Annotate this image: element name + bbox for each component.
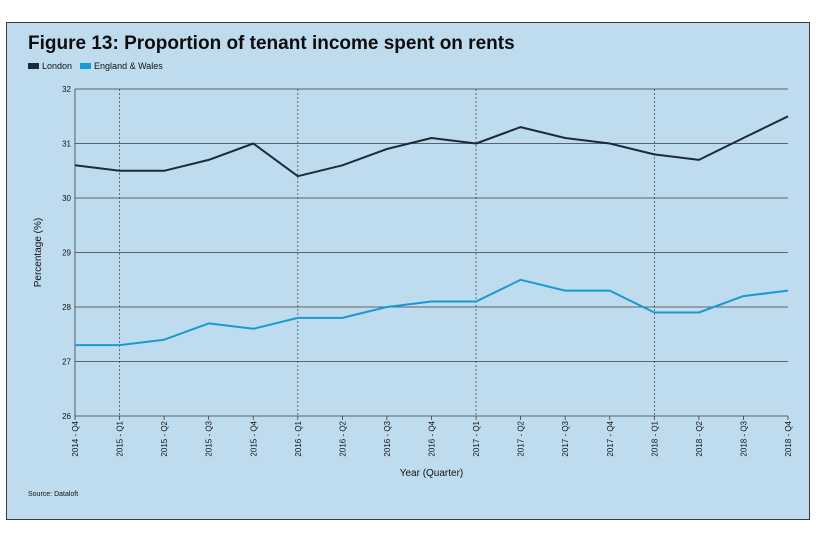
- x-tick-label: 2018 - Q2: [695, 420, 704, 456]
- source-note: Source: Dataloft: [28, 491, 79, 498]
- y-tick-label: 26: [62, 412, 71, 421]
- x-tick-label: 2017 - Q4: [606, 420, 615, 456]
- legend-label-london: London: [42, 61, 73, 71]
- legend-item-england-wales: England & Wales: [80, 61, 163, 71]
- series-line-england-wales: [75, 278, 789, 347]
- x-tick-label: 2015 - Q3: [205, 420, 214, 456]
- y-tick-label: 28: [62, 303, 71, 312]
- x-tick-label: 2015 - Q4: [249, 420, 258, 456]
- y-tick-label: 32: [62, 85, 71, 94]
- x-tick-label: 2015 - Q1: [116, 420, 125, 456]
- y-axis-title: Percentage (%): [33, 218, 44, 287]
- x-tick-label: 2018 - Q1: [650, 420, 659, 456]
- x-tick-label: 2018 - Q4: [784, 420, 793, 456]
- x-tick-label: 2016 - Q3: [383, 420, 392, 456]
- x-tick-label: 2017 - Q3: [561, 420, 570, 456]
- chart-title: Figure 13: Proportion of tenant income s…: [28, 33, 515, 54]
- x-tick-label: 2016 - Q1: [294, 420, 303, 456]
- series-line-london: [74, 115, 789, 178]
- legend-swatch-england-wales: [80, 63, 92, 69]
- x-tick-label: 2017 - Q2: [517, 420, 526, 456]
- x-tick-label: 2015 - Q2: [160, 420, 169, 456]
- legend-swatch-london: [28, 63, 39, 69]
- legend-item-london: London: [28, 61, 72, 71]
- x-tick-label: 2014 - Q4: [71, 420, 80, 456]
- y-tick-label: 30: [62, 194, 71, 203]
- y-tick-label: 31: [62, 140, 71, 149]
- x-tick-label: 2017 - Q1: [472, 420, 481, 456]
- chart-legend: London England & Wales: [28, 61, 171, 71]
- x-tick-label: 2016 - Q2: [338, 420, 347, 456]
- y-tick-label: 29: [62, 249, 71, 258]
- x-axis-title: Year (Quarter): [400, 468, 464, 479]
- y-tick-label: 27: [62, 358, 71, 367]
- x-tick-label: 2018 - Q3: [739, 420, 748, 456]
- chart-panel: [6, 22, 810, 520]
- x-tick-label: 2016 - Q4: [428, 420, 437, 456]
- legend-label-england-wales: England & Wales: [94, 61, 163, 71]
